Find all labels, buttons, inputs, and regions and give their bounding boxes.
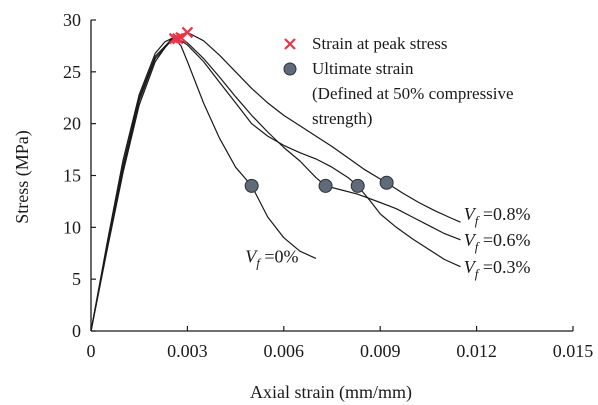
series-label: Vf =0.6%: [464, 230, 531, 254]
markers-layer: [168, 26, 394, 193]
x-tick-label: 0.009: [360, 341, 401, 361]
legend-entry-label: strength): [312, 109, 372, 128]
legend: Strain at peak stress Ultimate strain (Def…: [283, 34, 514, 128]
x-marker-stroke: [284, 38, 296, 50]
y-tick-label: 25: [63, 62, 81, 82]
x-tick-label: 0.003: [167, 341, 208, 361]
legend-peak-marker: [284, 38, 296, 50]
legend-entry-label: (Defined at 50% compressive: [312, 84, 514, 103]
y-tick-label: 5: [72, 269, 81, 289]
legend-entry-label: Strain at peak stress: [312, 34, 448, 53]
x-tick-label: 0.006: [264, 341, 305, 361]
series-line: [90, 38, 461, 332]
y-tick-label: 30: [63, 10, 81, 30]
legend-ultimate-marker: [283, 62, 297, 76]
ultimate-strain-marker: [244, 178, 259, 193]
y-axis-label: Stress (MPa): [12, 130, 33, 224]
y-tick-label: 0: [72, 321, 81, 341]
x-tick-label: 0.012: [456, 341, 497, 361]
x-tick-label: 0: [87, 341, 96, 361]
y-tick-label: 15: [63, 166, 81, 186]
x-marker-stroke: [181, 26, 194, 39]
ultimate-strain-marker: [350, 178, 365, 193]
ultimate-strain-marker: [318, 178, 333, 193]
x-axis-label: Axial strain (mm/mm): [250, 382, 412, 403]
x-marker-stroke: [171, 32, 184, 45]
curves-layer: [90, 31, 461, 332]
legend-entry-label: Ultimate strain: [312, 59, 414, 78]
series-line: [90, 37, 461, 332]
axes-layer: 0 5 10 15 20 25 30 0 0.003 0.006 0.009 0.012 0.015: [63, 10, 593, 361]
series-label: Vf =0%: [245, 247, 298, 271]
series-line: [90, 31, 461, 332]
peak-stress-marker: [171, 32, 184, 45]
series-label: Vf =0.3%: [464, 257, 531, 281]
series-labels-layer: Vf =0% Vf =0.3% Vf =0.6%Vf =0.8%: [245, 204, 530, 281]
series-line: [90, 38, 317, 332]
y-tick-label: 20: [63, 114, 81, 134]
peak-stress-marker: [181, 26, 194, 39]
series-label: Vf =0.8%: [464, 204, 531, 228]
x-tick-label: 0.015: [553, 341, 594, 361]
y-tick-label: 10: [63, 217, 81, 237]
ultimate-strain-marker: [379, 175, 394, 190]
